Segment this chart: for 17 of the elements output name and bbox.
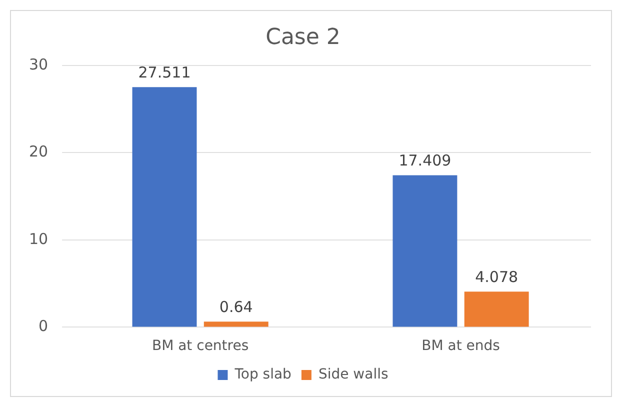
y-tick-label: 0 xyxy=(38,317,48,336)
bar xyxy=(132,87,197,327)
y-tick-label: 30 xyxy=(28,55,48,74)
y-tick-label: 10 xyxy=(28,230,48,248)
bar xyxy=(392,175,458,327)
legend-label: Side walls xyxy=(318,366,388,383)
data-label: 0.64 xyxy=(219,298,253,316)
legend-label: Top slab xyxy=(234,366,292,383)
data-label: 27.511 xyxy=(138,64,191,82)
data-label: 4.078 xyxy=(475,268,518,286)
bar xyxy=(204,322,268,327)
y-tick-label: 20 xyxy=(28,142,48,161)
x-tick-label: BM at ends xyxy=(422,338,500,354)
chart-title: Case 2 xyxy=(266,24,340,50)
bar xyxy=(464,292,529,327)
x-tick-label: BM at centres xyxy=(152,338,249,354)
data-label: 17.409 xyxy=(398,152,452,170)
